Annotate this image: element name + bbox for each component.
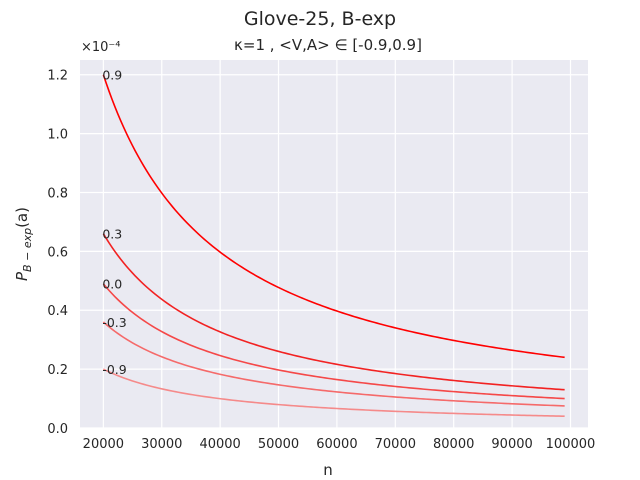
y-axis-label: PB − exp(a) [13,207,34,281]
y-ticks: 0.0 0.2 0.4 0.6 0.8 1.0 1.2 [47,69,68,437]
series-label: -0.3 [102,315,126,330]
x-tick-label: 60000 [316,437,357,452]
series-line [103,368,565,418]
y-tick-label: 0.6 [47,245,68,260]
x-tick-label: 40000 [199,437,240,452]
y-tick-label: 0.0 [47,422,68,437]
y-tick-label: 1.0 [47,128,68,143]
curves [102,74,565,418]
x-tick-label: 80000 [433,437,474,452]
y-axis-label-sub: B − exp [21,228,34,272]
x-axis-label: n [323,461,333,479]
x-tick-label: 90000 [491,437,532,452]
chart-title: Glove-25, B-exp [244,8,396,30]
x-tick-label: 20000 [83,437,124,452]
y-tick-label: 0.4 [47,304,68,319]
y-tick-label: 0.8 [47,186,68,201]
y-axis-label-main: P [13,271,31,281]
series-label: -0.9 [102,362,126,377]
x-ticks: 20000 30000 40000 50000 60000 70000 80000 90000… [83,437,596,452]
grid [80,60,588,429]
series-label: 0.3 [102,227,122,242]
series-line [102,283,565,400]
series-label: 0.0 [102,277,122,292]
y-axis-label-tail: (a) [13,207,31,228]
series-line [102,74,565,359]
y-tick-label: 1.2 [47,69,68,84]
curve-labels: 0.9 0.3 0.0 -0.3 -0.9 [102,68,126,377]
x-tick-label: 50000 [258,437,299,452]
series-line [102,233,565,391]
chart-subtitle: κ=1 , <V,A> ∈ [-0.9,0.9] [234,36,422,54]
x-tick-label: 100000 [546,437,596,452]
x-tick-label: 30000 [141,437,182,452]
x-tick-label: 70000 [375,437,416,452]
series-line [102,321,565,407]
series-label: 0.9 [102,68,122,83]
y-multiplier: ×10⁻⁴ [81,40,121,55]
y-tick-label: 0.2 [47,363,68,378]
plot-background [80,60,588,428]
